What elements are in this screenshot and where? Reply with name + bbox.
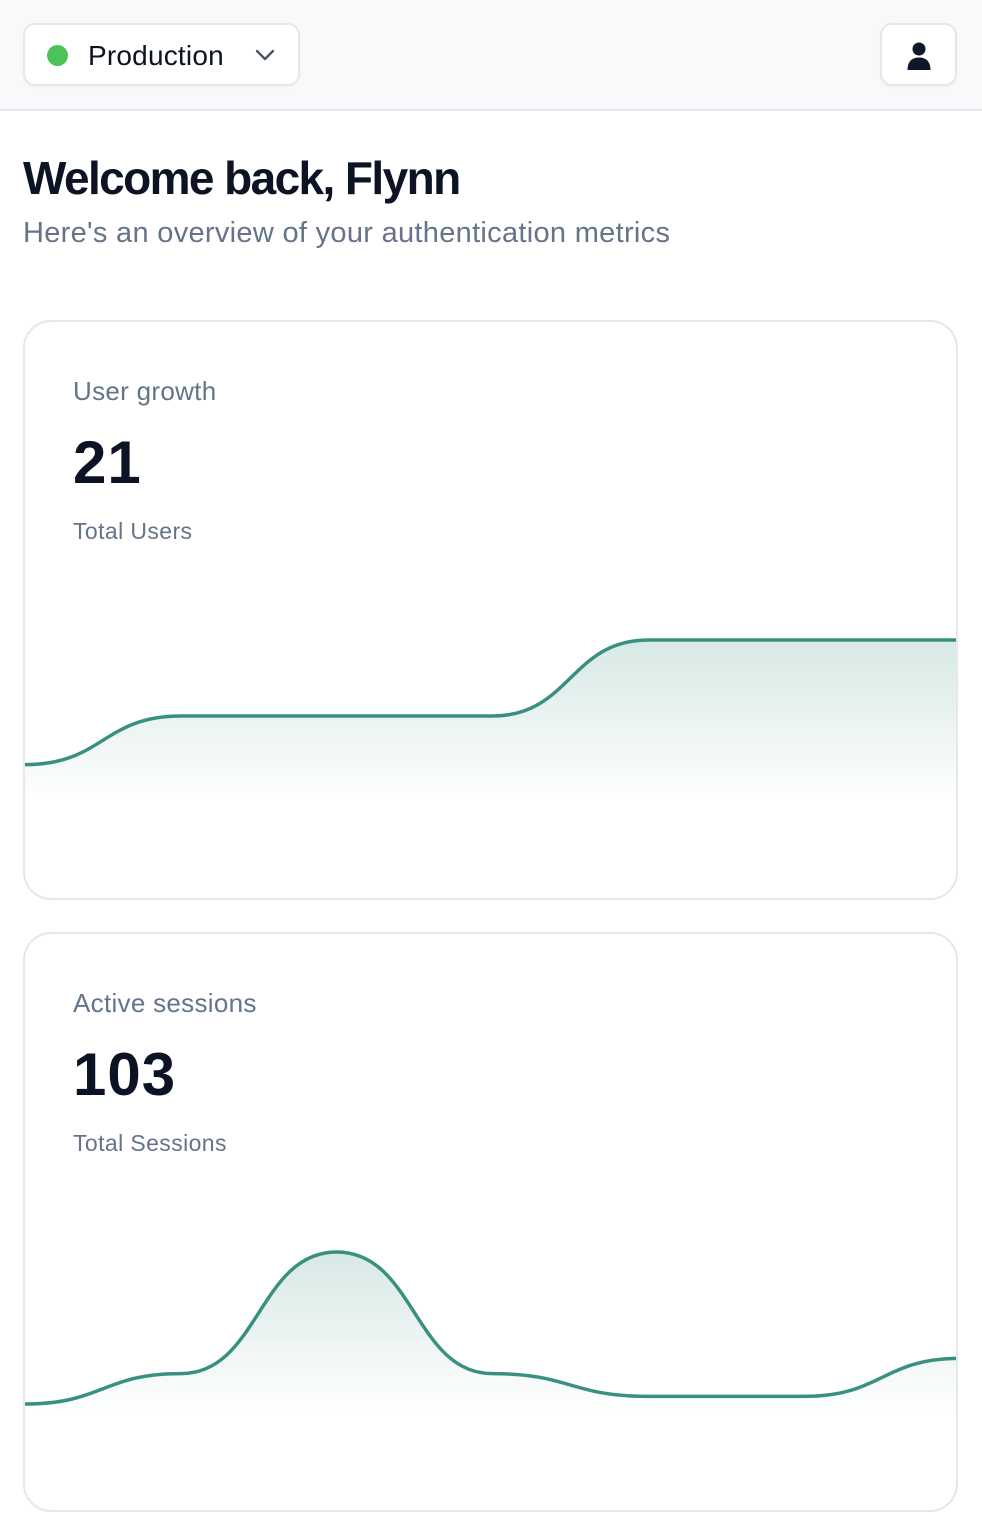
chart-area-fill bbox=[25, 1252, 956, 1414]
card-title: User growth bbox=[73, 376, 217, 406]
user-growth-chart bbox=[25, 638, 956, 802]
card-value: 21 bbox=[73, 429, 142, 496]
page-subtitle: Here's an overview of your authenticatio… bbox=[23, 217, 671, 249]
user-growth-card[interactable]: User growth 21 Total Users bbox=[23, 320, 958, 900]
card-value: 103 bbox=[73, 1041, 177, 1108]
environment-status-dot bbox=[47, 45, 68, 66]
active-sessions-card[interactable]: Active sessions 103 Total Sessions bbox=[23, 932, 958, 1512]
card-caption: Total Sessions bbox=[73, 1130, 227, 1156]
user-icon bbox=[907, 42, 931, 70]
card-caption: Total Users bbox=[73, 518, 193, 544]
chart-series-line bbox=[25, 1250, 956, 1406]
chevron-down-icon bbox=[255, 49, 275, 61]
active-sessions-chart bbox=[25, 1250, 956, 1414]
chart-series-line bbox=[25, 638, 956, 767]
user-menu-button[interactable] bbox=[880, 23, 957, 86]
top-bar: Production bbox=[0, 0, 982, 111]
card-title: Active sessions bbox=[73, 988, 257, 1018]
chart-area-fill bbox=[25, 640, 956, 802]
page-title: Welcome back, Flynn bbox=[23, 152, 461, 204]
environment-selector[interactable]: Production bbox=[23, 23, 300, 86]
environment-label: Production bbox=[88, 40, 224, 71]
